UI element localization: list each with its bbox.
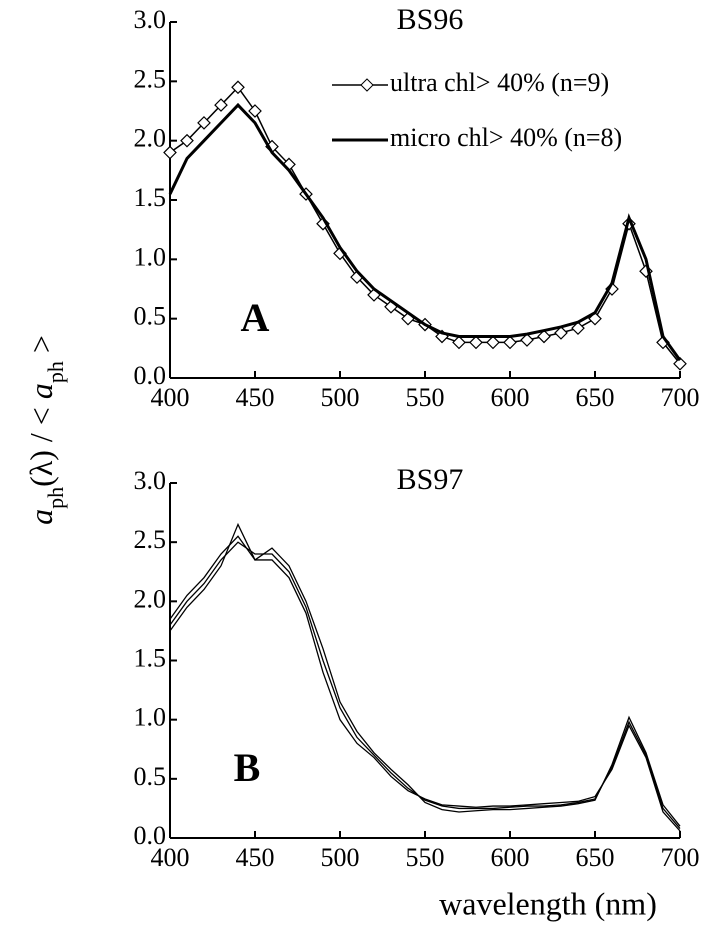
x-tick-label: 450 — [236, 843, 275, 872]
y-tick-label: 1.0 — [134, 242, 167, 271]
chart-title: BS96 — [397, 3, 464, 36]
x-tick-label: 600 — [491, 843, 530, 872]
y-label-part: a — [23, 383, 59, 399]
y-label-part: ph — [43, 361, 68, 383]
y-label-part: a — [23, 509, 59, 525]
y-label-part: ph — [43, 487, 68, 509]
marker — [673, 356, 687, 371]
y-tick-label: 2.0 — [134, 124, 167, 153]
marker — [554, 326, 568, 340]
y-tick-label: 0.5 — [134, 762, 167, 791]
marker — [452, 335, 466, 350]
legend-label: micro chl> 40% (n=8) — [390, 123, 622, 152]
y-tick-label: 2.5 — [134, 64, 167, 93]
legend-label: ultra chl> 40% (n=9) — [390, 68, 609, 97]
panel-label: B — [234, 745, 261, 790]
x-axis-label: wavelength (nm) — [439, 885, 657, 921]
marker — [503, 335, 517, 350]
x-tick-label: 500 — [321, 843, 360, 872]
x-tick-label: 550 — [406, 383, 445, 412]
marker — [197, 116, 211, 130]
x-tick-label: 500 — [321, 383, 360, 412]
y-tick-label: 1.0 — [134, 703, 167, 732]
y-tick-label: 2.0 — [134, 584, 167, 613]
panel-label: A — [241, 295, 270, 340]
y-tick-label: 0.5 — [134, 302, 167, 331]
marker — [316, 216, 330, 231]
marker — [486, 335, 500, 350]
y-tick-label: 3.0 — [134, 5, 167, 34]
marker — [537, 329, 551, 344]
legend-marker — [360, 78, 374, 92]
series-line — [168, 102, 682, 362]
marker — [248, 104, 262, 118]
x-tick-label: 450 — [236, 383, 275, 412]
x-tick-label: 400 — [151, 843, 190, 872]
y-tick-label: 2.5 — [134, 525, 167, 554]
x-tick-label: 600 — [491, 383, 530, 412]
marker — [231, 80, 245, 95]
marker — [163, 145, 177, 160]
x-tick-label: 700 — [661, 843, 700, 872]
marker — [520, 333, 534, 347]
y-tick-label: 1.5 — [134, 183, 167, 212]
marker — [214, 98, 228, 112]
y-tick-label: 1.5 — [134, 643, 167, 672]
x-tick-label: 650 — [576, 383, 615, 412]
x-tick-label: 700 — [661, 383, 700, 412]
marker — [469, 335, 483, 350]
x-tick-label: 550 — [406, 843, 445, 872]
x-tick-label: 650 — [576, 843, 615, 872]
x-tick-label: 400 — [151, 383, 190, 412]
y-axis-label: aph(λ) / < aph > — [23, 335, 67, 525]
chart-title: BS97 — [397, 463, 464, 496]
y-tick-label: 3.0 — [134, 466, 167, 495]
y-label-part: (λ) / < — [23, 399, 59, 487]
y-label-part: > — [23, 335, 59, 361]
y-tick-label: 0.0 — [134, 361, 167, 390]
y-tick-label: 0.0 — [134, 821, 167, 850]
marker — [571, 321, 585, 336]
marker — [180, 133, 194, 148]
series-line — [169, 522, 681, 832]
